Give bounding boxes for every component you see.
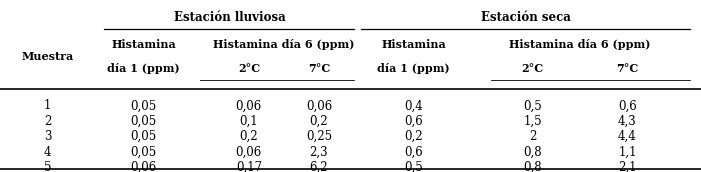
Text: 2°C: 2°C (238, 63, 260, 74)
Text: 0,06: 0,06 (236, 146, 262, 159)
Text: 0,6: 0,6 (404, 115, 423, 128)
Text: 0,06: 0,06 (306, 99, 332, 112)
Text: 0,05: 0,05 (130, 146, 157, 159)
Text: 5: 5 (44, 161, 51, 172)
Text: Histamina día 6 (ppm): Histamina día 6 (ppm) (213, 39, 355, 50)
Text: 0,05: 0,05 (130, 99, 157, 112)
Text: 3: 3 (44, 130, 51, 143)
Text: día 1 (ppm): día 1 (ppm) (107, 63, 180, 74)
Text: 2: 2 (529, 130, 536, 143)
Text: Muestra: Muestra (22, 51, 74, 62)
Text: 4,3: 4,3 (618, 115, 637, 128)
Text: 0,05: 0,05 (130, 130, 157, 143)
Text: Histamina día 6 (ppm): Histamina día 6 (ppm) (510, 39, 651, 50)
Text: Estación seca: Estación seca (481, 11, 571, 24)
Text: 0,25: 0,25 (306, 130, 332, 143)
Text: 0,17: 0,17 (236, 161, 262, 172)
Text: 0,2: 0,2 (310, 115, 328, 128)
Text: 0,1: 0,1 (240, 115, 258, 128)
Text: Estación lluviosa: Estación lluviosa (174, 11, 286, 24)
Text: 0,4: 0,4 (404, 99, 423, 112)
Text: 0,2: 0,2 (404, 130, 423, 143)
Text: 2°C: 2°C (522, 63, 544, 74)
Text: 0,5: 0,5 (524, 99, 542, 112)
Text: 7°C: 7°C (616, 63, 639, 74)
Text: 2: 2 (44, 115, 51, 128)
Text: 1: 1 (44, 99, 51, 112)
Text: 0,05: 0,05 (130, 115, 157, 128)
Text: 0,8: 0,8 (524, 161, 542, 172)
Text: 2,1: 2,1 (618, 161, 637, 172)
Text: día 1 (ppm): día 1 (ppm) (377, 63, 450, 74)
Text: 2,3: 2,3 (310, 146, 328, 159)
Text: 0,06: 0,06 (236, 99, 262, 112)
Text: 0,8: 0,8 (524, 146, 542, 159)
Text: 6,2: 6,2 (310, 161, 328, 172)
Text: 1,1: 1,1 (618, 146, 637, 159)
Text: 4,4: 4,4 (618, 130, 637, 143)
Text: 0,06: 0,06 (130, 161, 157, 172)
Text: 4: 4 (44, 146, 51, 159)
Text: 7°C: 7°C (308, 63, 330, 74)
Text: Histamina: Histamina (111, 39, 176, 50)
Text: 1,5: 1,5 (524, 115, 542, 128)
Text: 0,2: 0,2 (240, 130, 258, 143)
Text: 0,5: 0,5 (404, 161, 423, 172)
Text: 0,6: 0,6 (618, 99, 637, 112)
Text: Histamina: Histamina (381, 39, 446, 50)
Text: 0,6: 0,6 (404, 146, 423, 159)
